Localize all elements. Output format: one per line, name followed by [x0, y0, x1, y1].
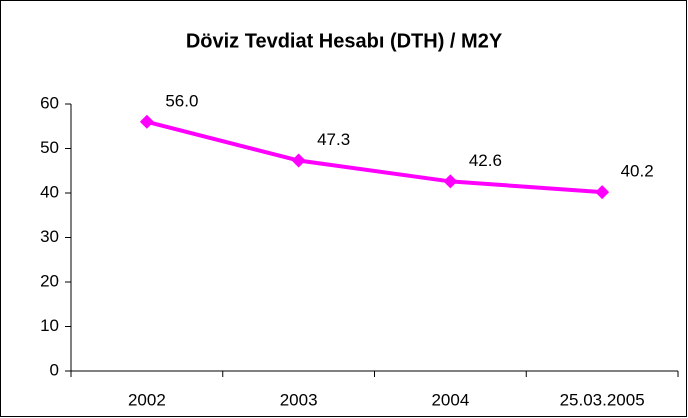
marker [443, 174, 458, 189]
x-tick-label: 2003 [280, 390, 318, 409]
y-tick-label: 40 [40, 182, 59, 201]
y-tick-label: 0 [50, 360, 59, 379]
data-label: 40.2 [621, 162, 654, 181]
data-label: 42.6 [469, 151, 502, 170]
y-tick-label: 50 [40, 138, 59, 157]
marker [595, 185, 610, 200]
y-tick-label: 60 [40, 93, 59, 112]
x-tick-label: 2002 [128, 390, 166, 409]
chart-title: Döviz Tevdiat Hesabı (DTH) / M2Y [186, 30, 503, 52]
y-tick-label: 10 [40, 316, 59, 335]
data-label: 47.3 [317, 130, 350, 149]
y-tick-label: 20 [40, 271, 59, 290]
x-tick-label: 25.03.2005 [560, 390, 645, 409]
data-label: 56.0 [165, 91, 198, 110]
marker [291, 153, 306, 168]
line [146, 119, 603, 195]
y-tick-label: 30 [40, 227, 59, 246]
marker [139, 114, 154, 129]
x-tick-label: 2004 [431, 390, 469, 409]
